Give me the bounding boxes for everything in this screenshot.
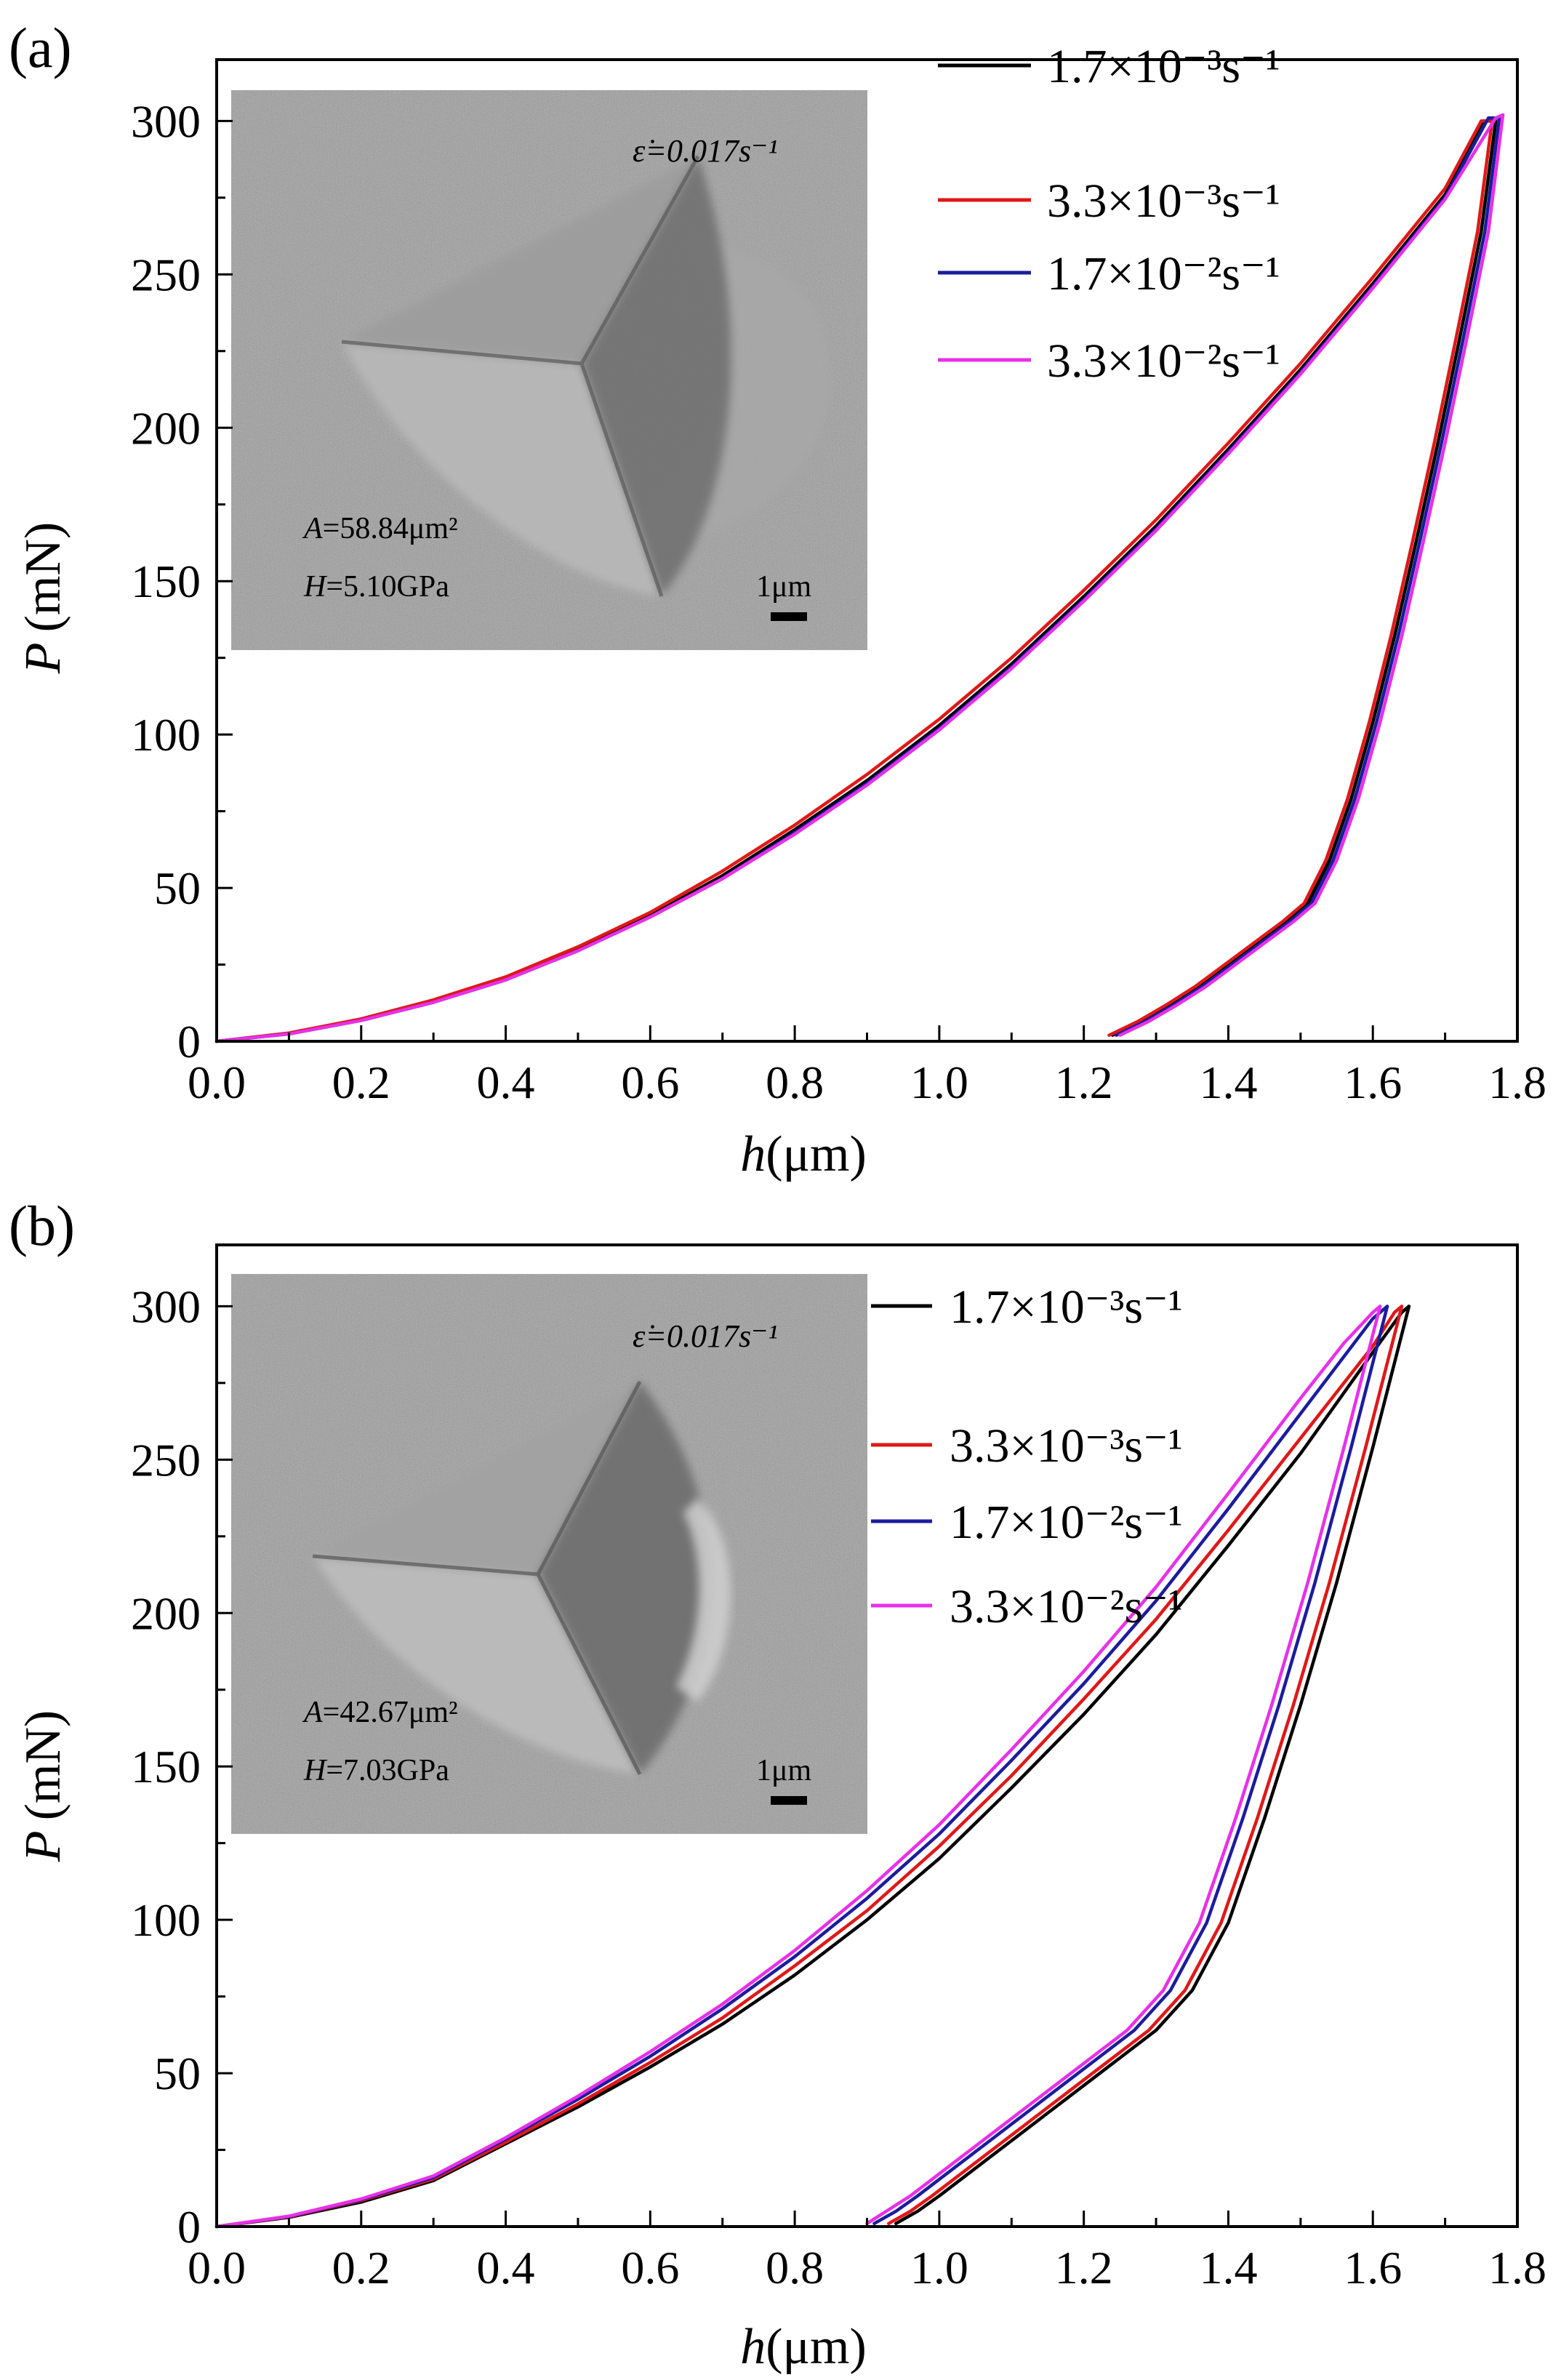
sem-inset-a: ε̇=0.017s⁻¹ A=58.84μm² H=5.10GPa 1μm: [231, 90, 867, 650]
panel-b: (b) ε̇=0.017s⁻¹ A=42.67μm² H=7.03GPa 1μm…: [9, 1194, 1546, 2375]
legend-b-label-1: 3.3×10⁻³s⁻¹: [950, 1419, 1183, 1473]
y-tick-label-a-4: 200: [131, 402, 201, 454]
x-tick-label-a-7: 1.4: [1199, 1057, 1257, 1108]
series-line-a-3: [214, 113, 1505, 1043]
x-tick-label-a-9: 1.8: [1488, 1057, 1546, 1108]
legend-b-label-0: 1.7×10⁻³s⁻¹: [950, 1281, 1183, 1334]
x-tick-label-a-3: 0.6: [621, 1057, 679, 1108]
legend-b-label-3: 3.3×10⁻²s⁻¹: [950, 1580, 1183, 1633]
y-tick-label-a-6: 300: [131, 95, 201, 147]
plot-area-a: 0.0 0.2 0.4 0.6 0.8 1.0 1.2 1.4 1.6 1.8 0 50 100 150 2…: [131, 58, 1546, 1108]
plot-area-b: 0.0 0.2 0.4 0.6 0.8 1.0 1.2 1.4 1.6 1.8 0 50 100 150 2…: [131, 1243, 1546, 2293]
legend-a-label-0: 1.7×10⁻³s⁻¹: [1047, 40, 1280, 93]
y-axis-label-a: P(mN): [15, 522, 71, 674]
x-tick-label-b-3: 0.6: [621, 2242, 679, 2293]
legend-b: 1.7×10⁻³s⁻¹ 3.3×10⁻³s⁻¹ 1.7×10⁻²s⁻¹ 3.3×…: [871, 1281, 1183, 1633]
y-tick-label-b-2: 100: [131, 1894, 201, 1946]
x-tick-label-b-0: 0.0: [188, 2242, 246, 2293]
x-tick-label-b-7: 1.4: [1199, 2242, 1257, 2293]
indent-pileup-b: [676, 1498, 731, 1702]
y-tick-label-a-5: 250: [131, 249, 201, 300]
x-tick-label-a-1: 0.2: [332, 1057, 390, 1108]
y-tick-label-b-3: 150: [131, 1741, 201, 1792]
y-tick-label-b-1: 50: [154, 2048, 201, 2099]
x-tick-label-b-8: 1.6: [1344, 2242, 1402, 2293]
series-group-a: [214, 113, 1505, 1043]
legend-b-label-2: 1.7×10⁻²s⁻¹: [950, 1496, 1183, 1549]
x-tick-label-b-2: 0.4: [477, 2242, 535, 2293]
x-tick-label-a-0: 0.0: [188, 1057, 246, 1108]
x-tick-label-a-2: 0.4: [477, 1057, 535, 1108]
legend-a-label-1: 3.3×10⁻³s⁻¹: [1047, 175, 1280, 228]
x-tick-label-a-8: 1.6: [1344, 1057, 1402, 1108]
series-line-b-3: [214, 1305, 1382, 2229]
x-tick-label-a-6: 1.2: [1055, 1057, 1113, 1108]
indent-face-left-a: [342, 342, 662, 596]
x-tick-label-b-5: 1.0: [910, 2242, 968, 2293]
y-tick-label-b-6: 300: [131, 1281, 201, 1332]
indent-face-right-b: [538, 1382, 711, 1774]
indent-face-top-b: [313, 1382, 640, 1574]
y-tick-label-b-0: 0: [177, 2201, 201, 2253]
y-tick-label-a-3: 150: [131, 556, 201, 607]
series-line-b-1: [214, 1305, 1404, 2229]
inset-b-hardness: H=7.03GPa: [303, 1754, 449, 1787]
y-tick-label-b-5: 250: [131, 1434, 201, 1486]
inset-a-scale-bar: [771, 612, 807, 621]
inset-a-strain-rate: ε̇=0.017s⁻¹: [633, 133, 778, 169]
legend-a-label-3: 3.3×10⁻²s⁻¹: [1047, 334, 1280, 388]
x-tick-label-a-5: 1.0: [910, 1057, 968, 1108]
inset-b-strain-rate: ε̇=0.017s⁻¹: [633, 1318, 778, 1354]
inset-a-hardness: H=5.10GPa: [303, 570, 449, 604]
inset-a-scale-label: 1μm: [756, 570, 812, 604]
indent-face-left-b: [313, 1556, 640, 1774]
y-axis-label-b: P(mN): [15, 1710, 71, 1862]
inset-b-scale-bar: [771, 1796, 807, 1805]
sem-inset-b: ε̇=0.017s⁻¹ A=42.67μm² H=7.03GPa 1μm: [231, 1274, 867, 1834]
inset-a-area: A=58.84μm²: [302, 512, 458, 545]
series-line-b-0: [214, 1305, 1411, 2229]
x-tick-label-b-1: 0.2: [332, 2242, 390, 2293]
x-tick-label-b-9: 1.8: [1488, 2242, 1546, 2293]
y-tick-label-b-4: 200: [131, 1587, 201, 1639]
panel-a: (a) ε̇=0.017s⁻¹ A=58.84μm² H=5.10GPa 1μm…: [9, 16, 1546, 1182]
indent-edges-a: [341, 155, 700, 597]
x-tick-label-a-4: 0.8: [766, 1057, 824, 1108]
legend-a: 1.7×10⁻³s⁻¹ 3.3×10⁻³s⁻¹ 1.7×10⁻²s⁻¹ 3.3×…: [938, 40, 1280, 388]
panel-b-label: (b): [9, 1194, 75, 1257]
inset-b-area: A=42.67μm²: [302, 1696, 458, 1729]
x-axis-label-b: h(μm): [740, 2319, 867, 2375]
y-tick-label-a-0: 0: [177, 1016, 201, 1067]
inset-b-scale-label: 1μm: [756, 1754, 812, 1787]
y-tick-label-a-2: 100: [131, 709, 201, 761]
series-group-b: [214, 1305, 1411, 2229]
x-tick-label-b-4: 0.8: [766, 2242, 824, 2293]
x-tick-label-b-6: 1.2: [1055, 2242, 1113, 2293]
legend-a-label-2: 1.7×10⁻²s⁻¹: [1047, 247, 1280, 300]
indent-face-right-a: [582, 156, 731, 596]
panel-a-label: (a): [9, 16, 72, 79]
y-tick-label-a-1: 50: [154, 862, 201, 914]
indent-edges-b: [312, 1380, 642, 1776]
x-axis-label-a: h(μm): [740, 1126, 867, 1182]
series-line-a-1: [214, 119, 1494, 1043]
